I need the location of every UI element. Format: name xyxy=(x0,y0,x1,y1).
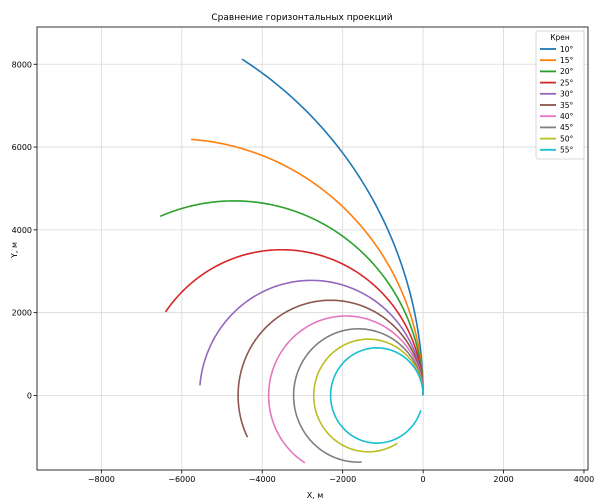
series-line-2 xyxy=(191,138,424,396)
legend-label-3: 20° xyxy=(560,67,574,76)
y-axis-label: Y, м xyxy=(10,242,19,259)
series-line-7 xyxy=(267,315,424,464)
y-tick-label: 0 xyxy=(27,391,32,400)
y-tick-label: 8000 xyxy=(12,60,32,69)
series-line-1 xyxy=(241,58,424,396)
x-tick-label: 0 xyxy=(421,475,426,484)
series-line-4 xyxy=(164,248,424,396)
x-tick-label: −8000 xyxy=(88,475,115,484)
x-tick-label: −2000 xyxy=(329,475,356,484)
legend-title: Крен xyxy=(550,33,570,42)
legend: Крен 10° 15° 20° 25° 30° 35° 40° 45° 50° 55° xyxy=(535,30,585,160)
legend-label-6: 35° xyxy=(560,101,574,110)
series-line-8 xyxy=(292,328,424,463)
y-tick-label: 4000 xyxy=(12,226,32,235)
legend-label-1: 10° xyxy=(560,45,574,54)
legend-label-4: 25° xyxy=(560,78,574,87)
legend-label-7: 40° xyxy=(560,112,574,121)
series-line-5 xyxy=(199,279,424,396)
x-tick-label: −6000 xyxy=(168,475,195,484)
legend-label-5: 30° xyxy=(560,90,574,99)
legend-label-2: 15° xyxy=(560,56,574,65)
legend-label-9: 50° xyxy=(560,134,574,143)
series-line-6 xyxy=(237,299,424,438)
x-tick-label: 2000 xyxy=(493,475,513,484)
legend-label-10: 55° xyxy=(560,146,574,155)
x-tick-label: 4000 xyxy=(574,475,594,484)
series-line-10 xyxy=(329,347,424,444)
series-group xyxy=(159,58,424,464)
grid xyxy=(37,27,588,470)
y-tick-label: 2000 xyxy=(12,309,32,318)
legend-label-8: 45° xyxy=(560,123,574,132)
y-tick-label: 6000 xyxy=(12,143,32,152)
series-line-3 xyxy=(159,200,424,396)
x-tick-label: −4000 xyxy=(249,475,276,484)
x-axis-label: X, м xyxy=(307,491,324,500)
chart-title: Сравнение горизонтальных проекций xyxy=(211,13,392,23)
series-line-9 xyxy=(312,338,424,453)
plot-frame xyxy=(36,26,589,471)
ticks: −8000 −6000 −4000 −2000 0 2000 4000 0 2000 4000 60… xyxy=(12,60,595,484)
